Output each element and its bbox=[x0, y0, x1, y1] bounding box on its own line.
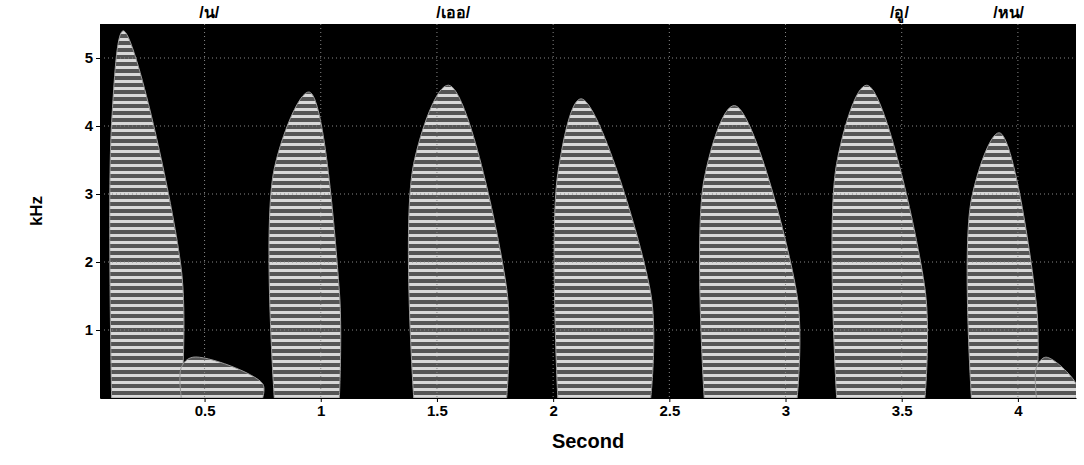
voiced-segment bbox=[110, 31, 184, 398]
voiced-segment bbox=[180, 357, 264, 398]
x-tick: 0.5 bbox=[195, 398, 216, 419]
x-tick-label: 3.5 bbox=[892, 402, 913, 419]
x-tick-label: 2.5 bbox=[659, 402, 680, 419]
y-tick-label: 3 bbox=[85, 185, 93, 202]
grid-line bbox=[901, 24, 902, 398]
y-tick-mark bbox=[96, 126, 100, 127]
y-axis-title: kHz bbox=[27, 196, 46, 226]
y-tick-label: 2 bbox=[85, 253, 93, 270]
plot-marks bbox=[100, 24, 1076, 398]
y-tick-label: 5 bbox=[85, 49, 93, 66]
x-tick-label: 3 bbox=[782, 402, 790, 419]
grid-line bbox=[436, 24, 437, 398]
voiced-segment bbox=[554, 99, 654, 398]
x-tick-label: 1 bbox=[317, 402, 325, 419]
x-tick-label: 2 bbox=[549, 402, 557, 419]
y-tick: 4 bbox=[85, 117, 100, 134]
y-tick: 1 bbox=[85, 321, 100, 338]
y-tick: 3 bbox=[85, 185, 100, 202]
y-tick-label: 4 bbox=[85, 117, 94, 134]
x-axis-title: Second bbox=[552, 430, 624, 452]
x-tick: 2.5 bbox=[659, 398, 680, 419]
y-tick-mark bbox=[96, 58, 100, 59]
plot: 0.5 1 1.5 2 2.5 3 3.5 4 1 2 3 4 5 Second kHz/น/ /เออ/ /อ… bbox=[27, 4, 1077, 452]
y-axis: 1 2 3 4 5 bbox=[85, 25, 101, 399]
grid-line bbox=[100, 194, 1076, 195]
segment-label: /น/ bbox=[199, 4, 219, 21]
voiced-segment bbox=[967, 133, 1038, 398]
x-tick-label: 1.5 bbox=[427, 402, 448, 419]
grid-line bbox=[100, 330, 1076, 331]
grid-line bbox=[204, 24, 205, 398]
y-tick: 2 bbox=[85, 253, 100, 270]
x-tick: 2 bbox=[549, 398, 557, 419]
voiced-segment bbox=[408, 85, 509, 398]
y-tick-mark bbox=[96, 330, 100, 331]
y-tick: 5 bbox=[85, 49, 100, 66]
y-axis-line bbox=[100, 25, 101, 399]
segment-label: /หน/ bbox=[993, 4, 1024, 21]
x-tick-label: 4 bbox=[1014, 402, 1023, 419]
x-tick: 3.5 bbox=[892, 398, 913, 419]
grid-line bbox=[669, 24, 670, 398]
voiced-segment bbox=[832, 85, 928, 398]
voiced-segment bbox=[700, 106, 800, 398]
x-tick: 4 bbox=[1014, 398, 1023, 419]
grid-line bbox=[100, 262, 1076, 263]
y-tick-mark bbox=[96, 262, 100, 263]
grid-line bbox=[785, 24, 786, 398]
grid-line bbox=[320, 24, 321, 398]
voiced-segment bbox=[269, 92, 341, 398]
grid-line bbox=[1017, 24, 1018, 398]
x-axis: 0.5 1 1.5 2 2.5 3 3.5 4 bbox=[101, 398, 1077, 419]
y-tick-label: 1 bbox=[85, 321, 93, 338]
x-axis-line bbox=[101, 398, 1077, 399]
segment-label: /อู/ bbox=[890, 4, 909, 24]
chart: 0.5 1 1.5 2 2.5 3 3.5 4 1 2 3 4 5 Second kHz/น/ /เออ/ /อ… bbox=[0, 0, 1084, 465]
x-tick: 1 bbox=[317, 398, 325, 419]
x-tick: 3 bbox=[782, 398, 790, 419]
x-tick: 1.5 bbox=[427, 398, 448, 419]
grid-line bbox=[100, 126, 1076, 127]
voiced-segment bbox=[1035, 357, 1076, 398]
grid-line bbox=[553, 24, 554, 398]
y-tick-mark bbox=[96, 194, 100, 195]
grid-line bbox=[100, 58, 1076, 59]
segment-label: /เออ/ bbox=[436, 4, 470, 21]
plot-background bbox=[100, 24, 1076, 398]
x-tick-label: 0.5 bbox=[195, 402, 216, 419]
